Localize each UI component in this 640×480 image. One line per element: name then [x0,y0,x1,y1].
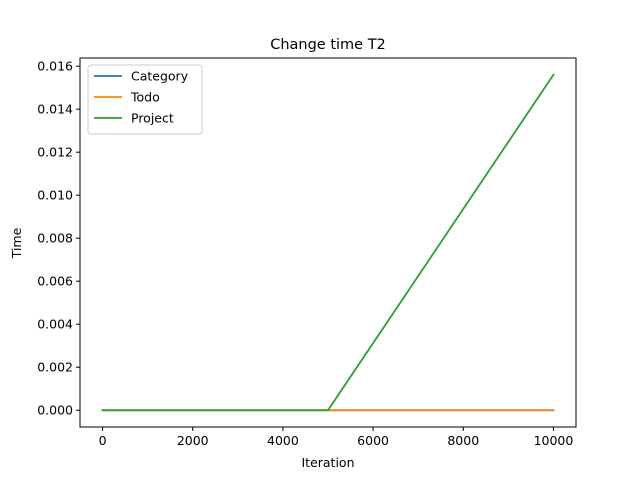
y-tick-label: 0.012 [37,145,73,160]
y-tick-label: 0.006 [37,274,73,289]
series-layer [101,73,555,412]
plot-frame [79,57,577,428]
y-tick-label: 0.008 [37,231,73,246]
x-tick-label: 4000 [267,433,299,448]
x-tick-label: 6000 [357,433,389,448]
y-tick-label: 0.000 [37,403,73,418]
x-tick-label: 2000 [177,433,209,448]
legend-label-category: Category [131,69,189,84]
y-tick-label: 0.014 [37,102,73,117]
y-tick-label: 0.016 [37,59,73,74]
y-tick-label: 0.002 [37,360,73,375]
chart-title: Change time T2 [270,37,386,53]
x-tick-label: 0 [99,433,107,448]
y-tick-label: 0.004 [37,317,73,332]
legend-label-todo: Todo [130,90,160,105]
legend-label-project: Project [131,111,174,126]
ticks-layer: 0 2000 4000 6000 8000 10000 0.000 0.002 0.004 0.0… [37,59,573,448]
x-tick-label: 10000 [534,433,574,448]
series-line-project [101,73,555,412]
x-tick-label: 8000 [447,433,479,448]
legend: Category Todo Project [87,64,203,135]
y-axis-label: Time [9,227,24,259]
legend-box [87,64,203,135]
x-axis-label: Iteration [301,455,354,470]
y-tick-label: 0.010 [37,188,73,203]
